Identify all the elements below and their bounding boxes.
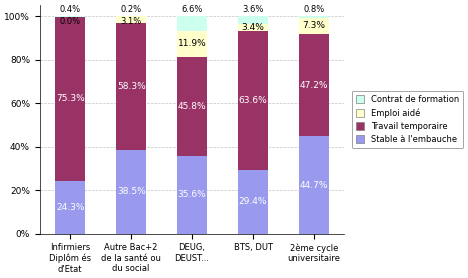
Bar [116, 16, 146, 23]
Text: 0.4%: 0.4% [60, 5, 81, 14]
Text: 75.3%: 75.3% [56, 95, 85, 103]
Text: 3.4%: 3.4% [241, 23, 264, 32]
Text: 58.3%: 58.3% [117, 82, 146, 91]
Text: 45.8%: 45.8% [178, 102, 206, 111]
Text: 63.6%: 63.6% [239, 96, 267, 105]
Text: 3.6%: 3.6% [242, 5, 264, 14]
Bar [299, 16, 329, 18]
Bar [177, 16, 207, 31]
Text: 35.6%: 35.6% [178, 190, 206, 200]
Bar [177, 31, 207, 56]
Bar [238, 24, 268, 31]
Text: 0.2%: 0.2% [121, 5, 142, 14]
Text: 47.2%: 47.2% [300, 81, 328, 90]
Text: 38.5%: 38.5% [117, 187, 146, 196]
Legend: Contrat de formation, Emploi aidé, Travail temporaire, Stable à l'embauche: Contrat de formation, Emploi aidé, Trava… [351, 91, 463, 148]
Bar [116, 23, 146, 150]
Text: 0.0%: 0.0% [60, 17, 81, 26]
Bar [55, 17, 86, 181]
Text: 7.3%: 7.3% [302, 21, 325, 30]
Bar [238, 16, 268, 24]
Bar [177, 156, 207, 234]
Text: 0.8%: 0.8% [303, 5, 325, 14]
Text: 29.4%: 29.4% [239, 197, 267, 206]
Bar [55, 16, 86, 17]
Bar [238, 31, 268, 170]
Bar [238, 170, 268, 234]
Bar [299, 34, 329, 136]
Text: 24.3%: 24.3% [56, 203, 85, 212]
Bar [299, 136, 329, 234]
Bar [177, 56, 207, 156]
Text: 11.9%: 11.9% [178, 39, 206, 48]
Bar [299, 18, 329, 34]
Text: 44.7%: 44.7% [300, 181, 328, 190]
Text: 6.6%: 6.6% [182, 5, 203, 14]
Bar [116, 150, 146, 234]
Bar [55, 181, 86, 234]
Text: 3.1%: 3.1% [121, 17, 142, 26]
